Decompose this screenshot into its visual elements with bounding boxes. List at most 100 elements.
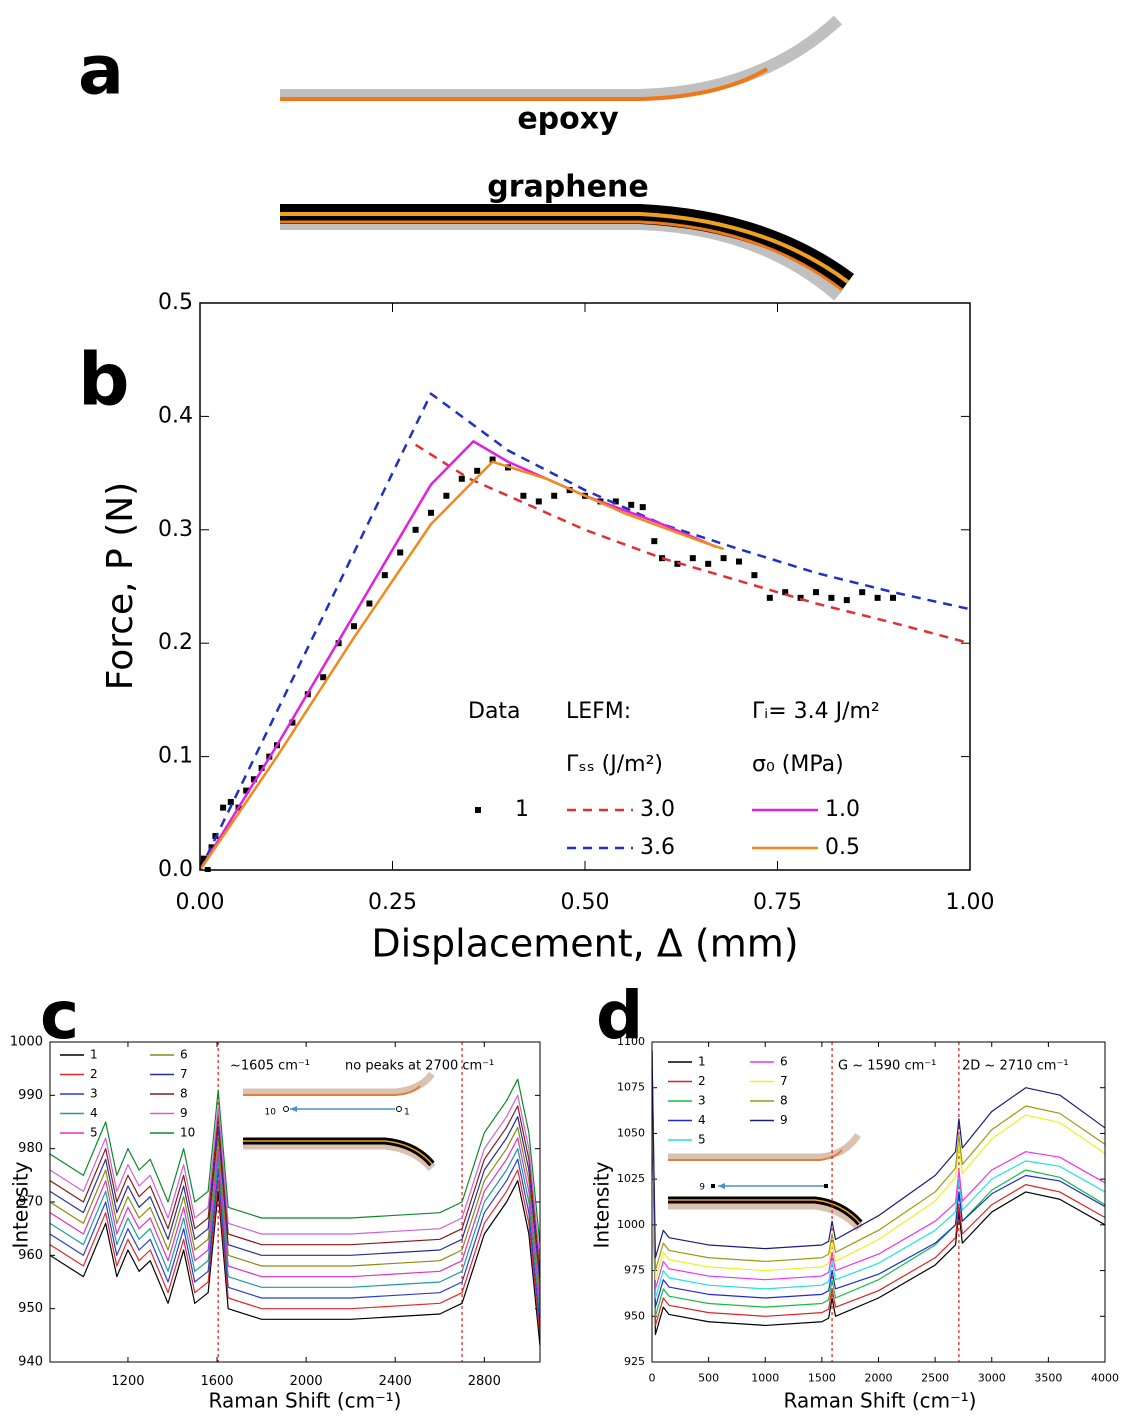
- legend-marker: [475, 807, 481, 813]
- legend-label: 3.6: [640, 835, 675, 860]
- x-tick-label: 0.75: [753, 890, 802, 915]
- data-point: [843, 597, 850, 604]
- legend-label: 9: [180, 1106, 188, 1120]
- series-line: [50, 1137, 540, 1304]
- x-tick-label: 0.50: [561, 890, 610, 915]
- data-point: [366, 600, 373, 607]
- inset-point: [396, 1106, 402, 1112]
- x-tick-label: 2500: [921, 1372, 949, 1385]
- data-point: [705, 560, 712, 567]
- legend-label: 10: [180, 1126, 195, 1140]
- data-point: [551, 492, 558, 499]
- legend-label: 5: [698, 1133, 706, 1147]
- data-point: [890, 594, 896, 601]
- series-line: [50, 1116, 540, 1283]
- data-point: [227, 798, 234, 805]
- x-tick-label: 2000: [865, 1372, 893, 1385]
- inset-point: [283, 1106, 289, 1112]
- panel-a: a epoxy graphene: [78, 15, 854, 301]
- data-point: [612, 498, 619, 505]
- inset-point: [824, 1184, 828, 1188]
- x-tick-label: 1.00: [946, 890, 995, 915]
- data-point: [651, 538, 658, 545]
- series-line: [50, 1094, 540, 1261]
- legend-header: Γᵢ= 3.4 J/m²: [752, 699, 880, 724]
- x-axis-title: Raman Shift (cm⁻¹): [209, 1389, 402, 1413]
- inset-c: 10 1: [243, 1071, 436, 1172]
- series-line: [414, 443, 970, 645]
- inset-strip: [668, 1200, 864, 1232]
- data-point: [535, 498, 542, 505]
- x-tick-label: 1500: [808, 1372, 836, 1385]
- legend-header: σ₀ (MPa): [752, 752, 844, 777]
- y-tick-label: 0.3: [158, 517, 193, 542]
- series-line: [652, 1051, 1105, 1290]
- graphene-label: graphene: [487, 170, 648, 205]
- inset-layer: [668, 1199, 861, 1224]
- y-tick-label: 925: [624, 1355, 645, 1368]
- data-point: [628, 501, 635, 508]
- legend-label: 1: [698, 1055, 706, 1069]
- y-axis-title: Intensity: [9, 1161, 33, 1248]
- panel-label: b: [78, 338, 130, 422]
- data-point: [874, 594, 881, 601]
- data-point: [381, 572, 388, 579]
- legend-label: 8: [780, 1094, 788, 1108]
- plot-area: [50, 1078, 540, 1347]
- y-tick-label: 990: [18, 1088, 43, 1103]
- x-tick-label: 3000: [978, 1372, 1006, 1385]
- y-tick-label: 975: [624, 1264, 645, 1277]
- data-point: [520, 492, 527, 499]
- inset-label: 1: [404, 1108, 410, 1118]
- annotation: no peaks at 2700 cm⁻¹: [345, 1059, 494, 1074]
- y-axis-title: Intensity: [590, 1161, 614, 1248]
- y-tick-label: 1000: [617, 1218, 645, 1231]
- series-line: [50, 1148, 540, 1315]
- panel-label: c: [40, 977, 79, 1054]
- data-point: [250, 776, 257, 783]
- y-tick-label: 0.2: [158, 630, 193, 655]
- series-line: [50, 1169, 540, 1336]
- x-tick-label: 2400: [379, 1374, 412, 1389]
- y-tick-label: 940: [18, 1355, 43, 1370]
- plot-area: [652, 1051, 1105, 1336]
- legend-label: 3.0: [640, 797, 675, 822]
- x-tick-label: 0.00: [176, 890, 225, 915]
- legend-label: 7: [780, 1074, 788, 1088]
- series-line: [50, 1078, 540, 1245]
- series-line: [652, 1051, 1105, 1259]
- annotation: 2D ~ 2710 cm⁻¹: [962, 1059, 1069, 1074]
- x-axis-title: Displacement, Δ (mm): [371, 922, 798, 966]
- x-tick-label: 1000: [751, 1372, 779, 1385]
- legend-label: 8: [180, 1087, 188, 1101]
- y-tick-label: 960: [18, 1248, 43, 1263]
- inset-d: 9: [668, 1132, 864, 1232]
- annotation: ~1605 cm⁻¹: [230, 1059, 310, 1074]
- legend-label: 6: [180, 1048, 188, 1062]
- plot-frame: [199, 302, 971, 871]
- legend-label: 2: [698, 1074, 706, 1088]
- data-point: [859, 589, 866, 596]
- inset-layer: [243, 1140, 433, 1165]
- x-tick-label: 2000: [290, 1374, 323, 1389]
- epoxy-strip: [280, 15, 843, 101]
- data-point: [397, 549, 404, 556]
- inset-arrow-head: [290, 1106, 297, 1112]
- plot-frame: [651, 1041, 1106, 1363]
- series-line: [200, 440, 717, 871]
- inset-strip: [243, 1071, 435, 1096]
- data-point: [412, 526, 419, 533]
- series-line: [50, 1105, 540, 1272]
- series-line: [652, 1051, 1105, 1308]
- panel-label: a: [78, 32, 124, 111]
- y-tick-label: 1050: [617, 1126, 645, 1139]
- data-point: [751, 572, 758, 579]
- data-point: [443, 492, 450, 499]
- y-tick-label: 0.5: [158, 290, 193, 315]
- y-tick-label: 1000: [10, 1035, 43, 1050]
- graphene-layer: [280, 67, 769, 101]
- legend-label: 3: [90, 1087, 98, 1101]
- series-line: [652, 1051, 1105, 1299]
- series-line: [652, 1051, 1105, 1317]
